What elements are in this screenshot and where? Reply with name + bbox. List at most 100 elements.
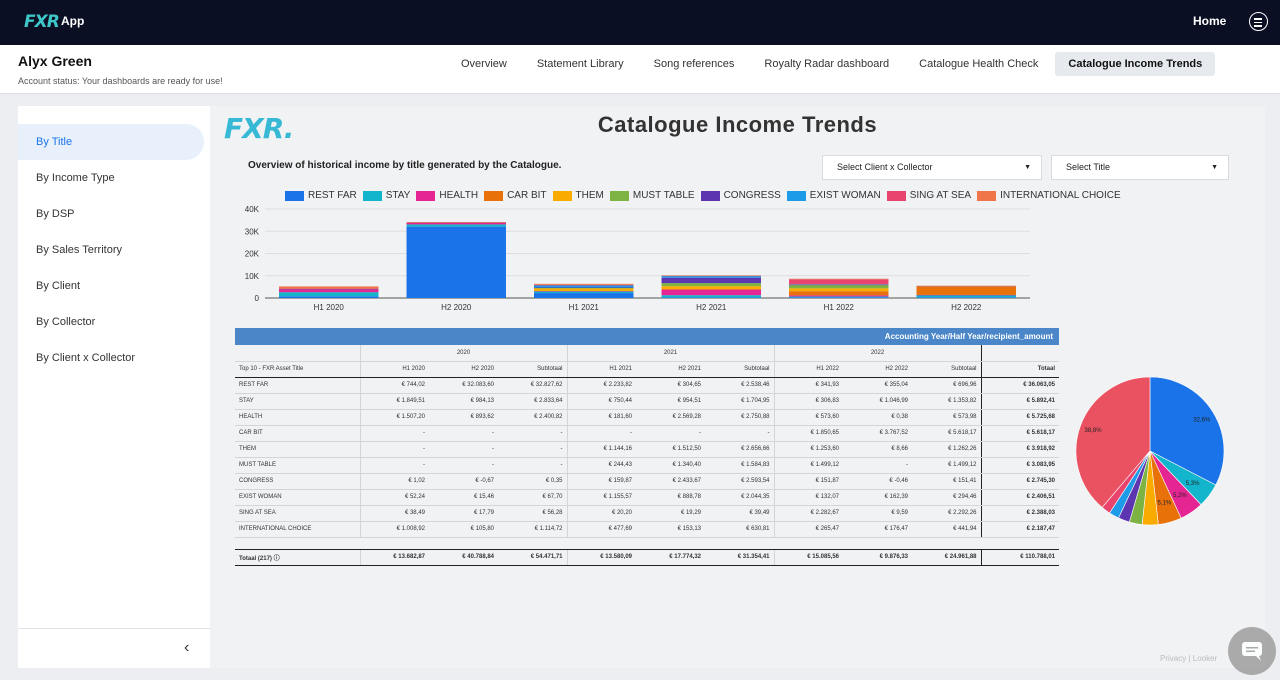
legend-item[interactable]: MUST TABLE bbox=[609, 190, 695, 201]
bar-segment[interactable] bbox=[661, 295, 761, 298]
legend-item[interactable]: SING AT SEA bbox=[886, 190, 971, 201]
row-total-cell: € 5.618,17 bbox=[980, 425, 1059, 442]
bar-segment[interactable] bbox=[789, 297, 889, 298]
legend-item[interactable]: EXIST WOMAN bbox=[786, 190, 881, 201]
table-column-header[interactable]: H1 2021 bbox=[566, 361, 636, 378]
bar-segment[interactable] bbox=[534, 293, 634, 298]
bar-segment[interactable] bbox=[534, 284, 634, 286]
legend-item[interactable]: INTERNATIONAL CHOICE bbox=[977, 190, 1121, 201]
bar-segment[interactable] bbox=[279, 288, 379, 293]
bar-segment[interactable] bbox=[661, 275, 761, 277]
bar-segment[interactable] bbox=[789, 278, 889, 280]
row-title-cell[interactable]: REST FAR bbox=[235, 377, 360, 394]
bar-segment[interactable] bbox=[789, 284, 889, 286]
tab-catalogue-health-check[interactable]: Catalogue Health Check bbox=[919, 58, 1039, 70]
bar-segment[interactable] bbox=[789, 284, 889, 285]
bar-segment[interactable] bbox=[534, 287, 634, 289]
bar-segment[interactable] bbox=[789, 288, 889, 292]
row-title-cell[interactable]: STAY bbox=[235, 393, 360, 410]
legend-item[interactable]: THEM bbox=[552, 190, 604, 201]
table-column-header[interactable]: Subtotaal bbox=[912, 361, 981, 378]
bar-segment[interactable] bbox=[406, 226, 506, 298]
bar-segment[interactable] bbox=[534, 290, 634, 292]
bar-segment[interactable] bbox=[916, 286, 1016, 287]
select-client-collector-dropdown[interactable]: Select Client x Collector ▼ bbox=[822, 155, 1042, 180]
bar-segment[interactable] bbox=[916, 285, 1016, 287]
sidebar-item-by-title[interactable]: By Title bbox=[18, 124, 204, 160]
row-title-cell[interactable]: MUST TABLE bbox=[235, 457, 360, 474]
table-column-header[interactable]: H1 2020 bbox=[359, 361, 429, 378]
pie-slice[interactable] bbox=[1149, 376, 1225, 486]
bar-segment[interactable] bbox=[916, 294, 1016, 296]
bar-segment[interactable] bbox=[279, 288, 379, 290]
bar-segment[interactable] bbox=[534, 287, 634, 289]
bar-segment[interactable] bbox=[661, 277, 761, 284]
table-column-header[interactable]: Subtotaal bbox=[705, 361, 774, 378]
tab-overview[interactable]: Overview bbox=[461, 58, 507, 70]
sidebar-item-by-sales-territory[interactable]: By Sales Territory bbox=[36, 244, 122, 256]
bar-segment[interactable] bbox=[534, 288, 634, 291]
tab-royalty-radar[interactable]: Royalty Radar dashboard bbox=[764, 58, 890, 70]
table-column-header[interactable]: Totaal bbox=[980, 361, 1059, 378]
bar-segment[interactable] bbox=[916, 297, 1016, 298]
bar-segment[interactable] bbox=[661, 286, 761, 290]
bar-segment[interactable] bbox=[661, 275, 761, 278]
row-title-cell[interactable]: HEALTH bbox=[235, 409, 360, 426]
bar-segment[interactable] bbox=[534, 291, 634, 294]
bar-segment[interactable] bbox=[661, 289, 761, 296]
legend-item[interactable]: CAR BIT bbox=[484, 190, 547, 201]
legend-item[interactable]: HEALTH bbox=[416, 190, 478, 201]
legend-item[interactable]: CONGRESS bbox=[700, 190, 781, 201]
bar-segment[interactable] bbox=[789, 291, 889, 296]
bar-segment[interactable] bbox=[789, 296, 889, 298]
sidebar-item-by-collector[interactable]: By Collector bbox=[36, 316, 96, 328]
bar-segment[interactable] bbox=[661, 283, 761, 287]
bar-segment[interactable] bbox=[916, 286, 1016, 295]
table-column-header[interactable]: H2 2020 bbox=[429, 361, 498, 378]
footer-links[interactable]: Privacy | Looker bbox=[1160, 654, 1218, 663]
sidebar-item-by-client[interactable]: By Client bbox=[36, 280, 81, 292]
hamburger-menu-icon[interactable] bbox=[1249, 12, 1268, 31]
bar-segment[interactable] bbox=[279, 296, 379, 298]
select-title-dropdown[interactable]: Select Title ▼ bbox=[1051, 155, 1229, 180]
tab-statement-library[interactable]: Statement Library bbox=[536, 58, 624, 70]
table-column-header[interactable]: H1 2022 bbox=[773, 361, 843, 378]
table-column-header[interactable]: Subtotaal bbox=[498, 361, 567, 378]
legend-item[interactable]: REST FAR bbox=[285, 190, 357, 201]
row-title-cell[interactable]: THEM bbox=[235, 441, 360, 458]
legend-item[interactable]: STAY bbox=[362, 190, 410, 201]
bar-segment[interactable] bbox=[534, 284, 634, 288]
sidebar-item-by-client-x-collector[interactable]: By Client x Collector bbox=[36, 352, 136, 364]
bar-segment[interactable] bbox=[279, 292, 379, 297]
tab-song-references[interactable]: Song references bbox=[653, 58, 735, 70]
bar-segment[interactable] bbox=[279, 286, 379, 289]
bar-segment[interactable] bbox=[406, 224, 506, 227]
bar-segment[interactable] bbox=[789, 295, 889, 297]
collapse-sidebar-icon[interactable]: ‹ bbox=[184, 639, 190, 656]
table-column-header[interactable]: H2 2021 bbox=[636, 361, 705, 378]
sidebar-item-by-income-type[interactable]: By Income Type bbox=[36, 172, 115, 184]
pie-slice[interactable] bbox=[1075, 376, 1151, 508]
table-column-header[interactable]: H2 2022 bbox=[843, 361, 912, 378]
bar-segment[interactable] bbox=[406, 222, 506, 223]
bar-segment[interactable] bbox=[916, 286, 1016, 287]
row-title-cell[interactable]: INTERNATIONAL CHOICE bbox=[235, 521, 360, 538]
table-column-header[interactable]: Top 10 - FXR Asset Title bbox=[235, 361, 360, 378]
row-title-cell[interactable]: CONGRESS bbox=[235, 473, 360, 490]
bar-segment[interactable] bbox=[406, 222, 506, 225]
bar-segment[interactable] bbox=[534, 283, 634, 285]
bar-segment[interactable] bbox=[789, 285, 889, 289]
bar-segment[interactable] bbox=[661, 275, 761, 276]
bar-segment[interactable] bbox=[789, 279, 889, 285]
sidebar-item-by-dsp[interactable]: By DSP bbox=[36, 208, 75, 220]
row-title-cell[interactable]: EXIST WOMAN bbox=[235, 489, 360, 506]
bar-segment[interactable] bbox=[916, 294, 1016, 298]
home-link[interactable]: Home bbox=[1193, 14, 1227, 28]
fxr-logo[interactable]: FXR bbox=[24, 12, 60, 32]
row-title-cell[interactable]: Totaal (217) ⓘ bbox=[235, 548, 360, 566]
bar-segment[interactable] bbox=[661, 297, 761, 298]
row-title-cell[interactable]: SING AT SEA bbox=[235, 505, 360, 522]
row-title-cell[interactable]: CAR BIT bbox=[235, 425, 360, 442]
chat-icon[interactable] bbox=[1228, 627, 1276, 675]
tab-catalogue-income-trends[interactable]: Catalogue Income Trends bbox=[1055, 52, 1216, 76]
